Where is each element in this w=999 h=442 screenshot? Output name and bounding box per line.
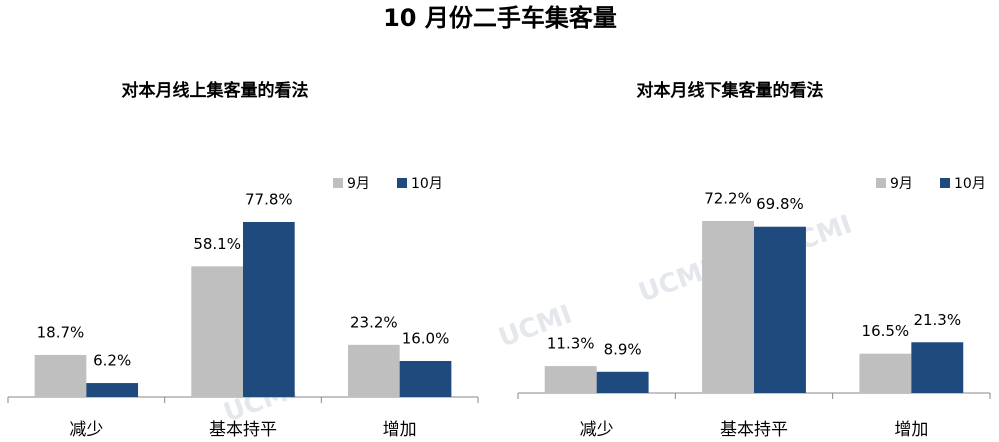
bar [702, 221, 754, 393]
x-tick-label: 基本持平 [720, 420, 788, 440]
value-label: 23.2% [350, 313, 398, 331]
chart-title: 对本月线下集客量的看法 [637, 80, 824, 101]
legend-swatch [876, 178, 886, 188]
value-label: 77.8% [245, 191, 293, 209]
value-label: 11.3% [547, 335, 595, 353]
value-label: 16.5% [862, 322, 910, 340]
value-label: 58.1% [193, 235, 241, 253]
legend-label: 9月 [347, 176, 370, 192]
bar [399, 361, 452, 397]
x-tick-label: 增加 [894, 420, 928, 440]
value-label: 72.2% [704, 190, 752, 208]
x-tick-label: 增加 [383, 420, 417, 440]
x-tick-label: 基本持平 [209, 420, 277, 440]
x-tick-label: 减少 [580, 420, 614, 440]
bar [544, 366, 597, 393]
bar [859, 353, 912, 393]
bar [754, 226, 806, 393]
value-label: 8.9% [604, 340, 642, 358]
bar [347, 344, 400, 397]
value-label: 21.3% [913, 311, 961, 329]
value-label: 6.2% [93, 352, 131, 370]
value-label: 69.8% [756, 195, 804, 213]
bar [191, 266, 243, 397]
value-label: 18.7% [37, 323, 85, 341]
bar [911, 342, 964, 393]
bar [86, 383, 139, 397]
bar [243, 222, 295, 397]
legend-swatch [940, 178, 950, 188]
bar [596, 371, 649, 393]
legend-label: 9月 [890, 176, 913, 192]
legend-swatch [397, 178, 407, 188]
bar [34, 354, 87, 397]
legend-label: 10月 [411, 176, 443, 192]
x-tick-label: 减少 [69, 420, 103, 440]
chart-title: 对本月线上集客量的看法 [122, 80, 309, 101]
value-label: 16.0% [402, 330, 450, 348]
page-title: 10 月份二手车集客量 [383, 4, 617, 32]
legend-swatch [333, 178, 343, 188]
legend-label: 10月 [954, 176, 986, 192]
